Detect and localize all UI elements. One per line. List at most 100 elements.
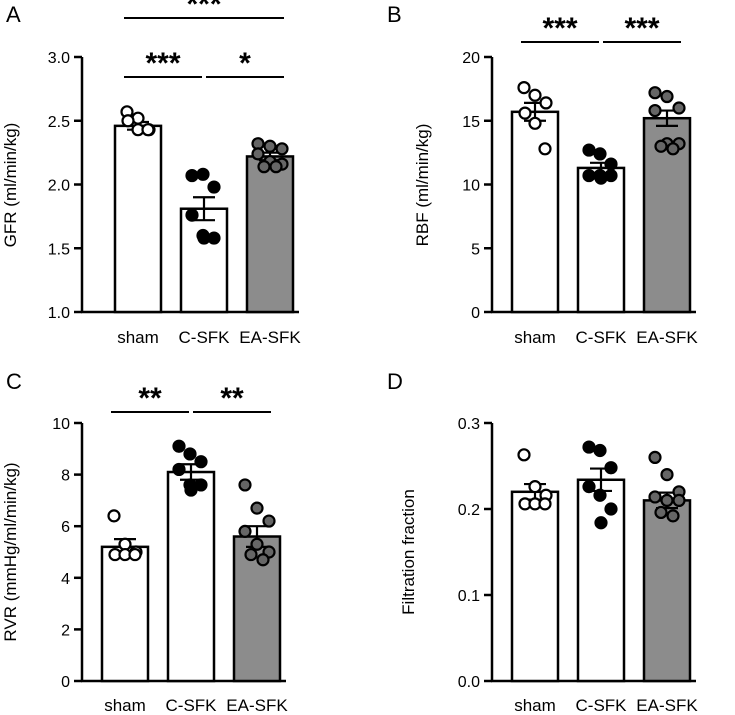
panel-c-ylabel: RVR (mmHg/ml/min/kg) — [1, 462, 20, 641]
panel-b-ytick-label: 10 — [462, 178, 480, 195]
panel-d-point-ea-sfk — [660, 493, 674, 507]
panel-b-point-ea-sfk — [672, 101, 686, 115]
panel-b-category-label: EA-SFK — [636, 328, 698, 347]
panel-d: D Filtration fraction 0.0 0.1 0.2 0.3 sham C-… — [387, 369, 698, 715]
panel-c-point-c-sfk — [172, 462, 186, 477]
panel-b-point-sham — [518, 106, 532, 120]
panel-b-bar-sham — [510, 110, 560, 314]
panel-a-sig-label: * — [239, 47, 251, 80]
panel-c-point-ea-sfk — [244, 547, 258, 562]
panel-a: A GFR (ml/min/kg) 1.0 1.5 2.0 2.5 3.0 sham C-S… — [1, 0, 301, 347]
panel-a-sig-label: *** — [145, 47, 180, 80]
panel-d-point-c-sfk — [593, 488, 607, 502]
panel-a-bar-sham — [113, 124, 163, 314]
panel-a-sig-label: *** — [186, 0, 221, 21]
panel-d-point-sham — [528, 480, 542, 494]
panel-c-point-c-sfk — [194, 478, 208, 492]
panel-c-point-ea-sfk — [238, 524, 252, 538]
panel-d-point-ea-sfk — [654, 505, 668, 520]
panel-d-point-c-sfk — [582, 440, 596, 454]
panel-b-point-ea-sfk — [660, 89, 674, 104]
panel-b-point-ea-sfk — [654, 139, 668, 153]
panel-b-ytick-label: 15 — [462, 114, 480, 131]
panel-b: B RBF (ml/min/kg) 0 5 10 15 20 sham C-SFK EA-SF… — [387, 2, 698, 347]
panel-c-ytick-label: 8 — [61, 468, 70, 485]
panel-b-label: B — [387, 2, 402, 27]
panel-b-ytick-label: 0 — [471, 305, 480, 322]
panel-a-point-sham — [121, 114, 135, 128]
panel-c-ytick-label: 10 — [52, 416, 70, 433]
panel-a-point-ea-sfk — [275, 142, 289, 156]
panel-c-point-ea-sfk — [256, 553, 270, 567]
panel-b-sig-label: *** — [624, 12, 659, 45]
panel-d-ytick-label: 0.3 — [458, 416, 480, 433]
panel-c-category-label: C-SFK — [166, 696, 218, 715]
panel-c-ytick-label: 4 — [61, 571, 70, 588]
panel-a-point-ea-sfk — [251, 147, 265, 161]
panel-a-category-label: sham — [117, 328, 159, 347]
panel-b-point-c-sfk — [582, 143, 596, 157]
panel-b-point-ea-sfk — [648, 86, 662, 100]
panel-c-point-c-sfk — [194, 455, 208, 469]
panel-b-point-ea-sfk — [666, 142, 680, 156]
panel-b-point-c-sfk — [604, 157, 618, 171]
panel-c-ytick-label: 6 — [61, 519, 70, 536]
panel-a-point-ea-sfk — [257, 160, 271, 174]
panel-d-category-label: sham — [514, 696, 556, 715]
panel-b-plot: 0 5 10 15 20 sham C-SFK EA-SFK *** *** — [462, 12, 698, 347]
panel-c-point-c-sfk — [184, 483, 198, 497]
panel-d-point-c-sfk — [594, 516, 608, 530]
panel-d-ytick-label: 0.0 — [458, 674, 480, 691]
panel-a-point-c-sfk — [197, 231, 211, 245]
panel-a-category-label: C-SFK — [179, 328, 231, 347]
panel-b-category-label: C-SFK — [576, 328, 628, 347]
panel-c-category-label: sham — [104, 696, 146, 715]
panel-b-ytick-label: 5 — [471, 241, 480, 258]
panel-c-point-c-sfk — [172, 439, 186, 453]
panel-b-point-c-sfk — [582, 168, 596, 183]
panel-b-point-ea-sfk — [648, 103, 662, 118]
panel-d-point-sham — [517, 448, 531, 462]
panel-c-sig-label: ** — [220, 382, 244, 415]
panel-d-ylabel: Filtration fraction — [399, 489, 418, 615]
panel-b-bar-c-sfk — [576, 166, 626, 314]
panel-a-category-label: EA-SFK — [239, 328, 301, 347]
panel-c-sig-label: ** — [138, 382, 162, 415]
panel-a-ytick-label: 3.0 — [48, 50, 70, 67]
panel-a-point-c-sfk — [196, 167, 210, 181]
panel-d-bar-ea-sfk — [642, 499, 692, 683]
panel-d-ytick-label: 0.2 — [458, 502, 480, 519]
panel-a-point-c-sfk — [207, 180, 221, 194]
panel-d-category-label: C-SFK — [576, 696, 628, 715]
panel-c: C RVR (mmHg/ml/min/kg) 0 2 4 6 8 10 sham C-SFK E… — [1, 369, 288, 715]
panel-b-point-sham — [538, 142, 552, 156]
panel-c-bar-sham — [100, 545, 150, 683]
panel-a-bar-ea-sfk — [245, 155, 295, 314]
panel-c-point-ea-sfk — [238, 478, 252, 492]
panel-d-point-sham — [538, 497, 552, 511]
panel-b-point-c-sfk — [593, 147, 607, 161]
panel-c-point-ea-sfk — [250, 501, 264, 515]
panel-a-ytick-label: 2.5 — [48, 114, 70, 131]
panel-c-bar-c-sfk — [166, 470, 216, 683]
panel-c-ytick-label: 2 — [61, 622, 70, 639]
panel-d-bar-sham — [510, 490, 560, 683]
panel-b-sig-label: *** — [542, 12, 577, 45]
panel-d-category-label: EA-SFK — [636, 696, 698, 715]
panel-a-point-ea-sfk — [263, 139, 277, 153]
panel-b-point-sham — [528, 116, 542, 130]
panel-a-label: A — [6, 2, 21, 27]
panel-b-category-label: sham — [514, 328, 556, 347]
panel-d-point-c-sfk — [604, 461, 618, 475]
panel-d-point-ea-sfk — [666, 509, 680, 523]
panel-a-point-sham — [141, 123, 155, 137]
panel-c-point-sham — [128, 547, 142, 562]
panel-d-point-c-sfk — [604, 502, 618, 516]
panel-b-point-c-sfk — [594, 171, 608, 185]
panel-a-point-c-sfk — [185, 168, 199, 183]
panel-c-point-ea-sfk — [262, 514, 276, 528]
panel-c-point-sham — [107, 509, 121, 523]
panel-a-point-ea-sfk — [269, 160, 283, 174]
